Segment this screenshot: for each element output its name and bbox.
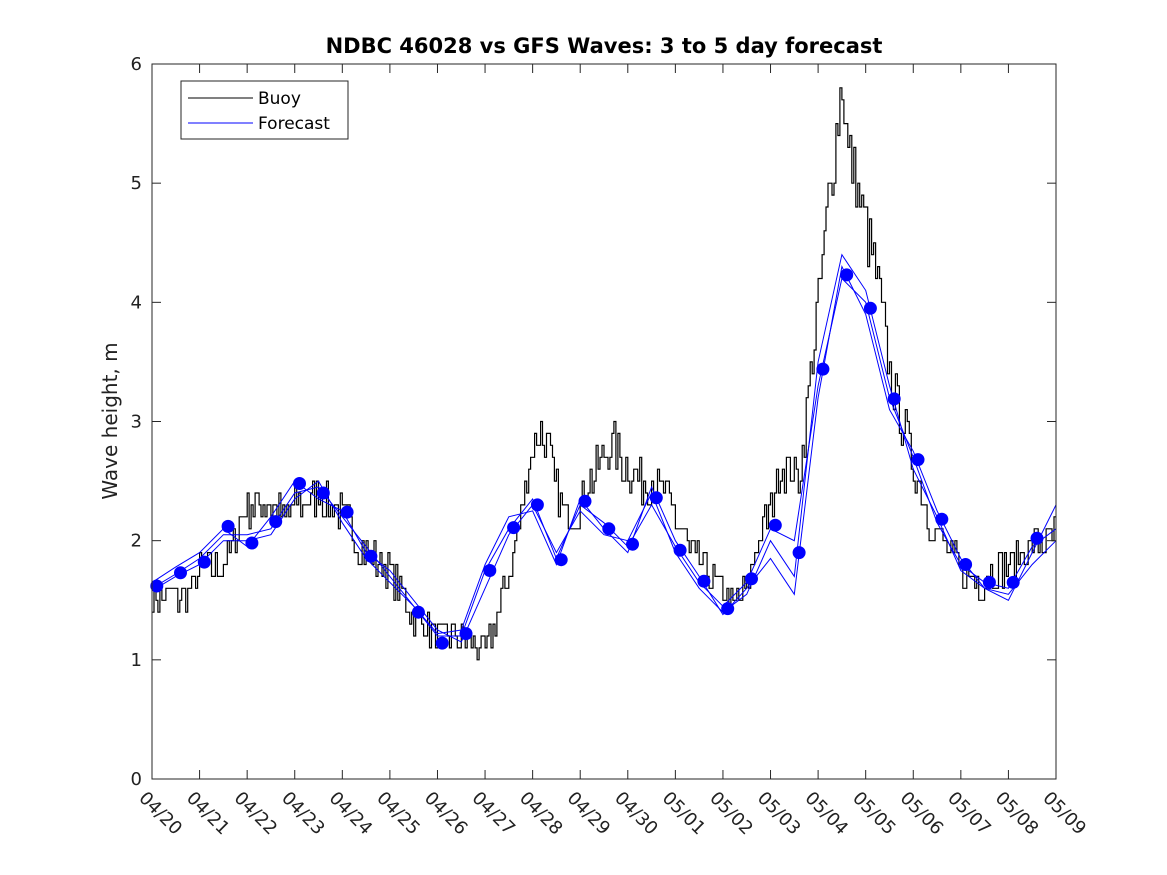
x-tick-label: 04/23 [277, 788, 329, 840]
x-tick-label: 05/05 [848, 788, 900, 840]
axes: 012345604/2004/2104/2204/2304/2404/2504/… [131, 54, 1090, 839]
forecast-marker [411, 605, 425, 619]
y-tick-label: 1 [131, 650, 142, 671]
forecast-marker [150, 579, 164, 593]
forecast-marker [197, 555, 211, 569]
legend-buoy-label: Buoy [258, 89, 301, 109]
forecast-marker [269, 515, 283, 529]
y-tick-label: 6 [131, 54, 142, 75]
forecast-marker [626, 537, 639, 551]
y-tick-label: 4 [131, 292, 142, 313]
forecast-marker [245, 536, 259, 550]
x-tick-label: 05/08 [991, 788, 1043, 840]
forecast-marker [530, 498, 544, 512]
forecast-marker [1006, 575, 1020, 589]
x-tick-label: 04/22 [230, 788, 282, 840]
x-tick-label: 05/09 [1038, 788, 1090, 840]
x-tick-label: 04/27 [468, 788, 520, 840]
forecast-marker [507, 521, 521, 535]
plot-area [150, 87, 1057, 661]
forecast-marker [602, 522, 616, 536]
y-axis-label: Wave height, m [98, 342, 122, 499]
legend-box [180, 80, 349, 140]
forecast-marker [768, 518, 782, 532]
forecast-marker [221, 519, 235, 533]
legend-forecast-label: Forecast [258, 114, 330, 134]
x-tick-label: 05/02 [705, 788, 757, 840]
forecast-marker [911, 453, 925, 467]
forecast-marker [578, 494, 592, 508]
forecast-marker [816, 362, 830, 376]
x-tick-label: 04/20 [134, 788, 186, 840]
chart-title: NDBC 46028 vs GFS Waves: 3 to 5 day fore… [326, 34, 883, 58]
x-tick-label: 04/24 [325, 788, 377, 840]
forecast-marker [293, 477, 306, 490]
x-tick-label: 04/30 [610, 788, 662, 840]
forecast-marker [364, 549, 378, 563]
forecast-marker [1030, 531, 1044, 545]
legend: Buoy Forecast [180, 80, 349, 140]
y-tick-label: 3 [131, 412, 142, 433]
forecast-marker [745, 572, 758, 586]
y-tick-label: 2 [131, 531, 142, 552]
forecast-marker [340, 505, 354, 519]
forecast-marker [459, 627, 473, 641]
y-tick-label: 0 [131, 769, 142, 790]
forecast-marker [174, 566, 187, 580]
forecast-marker [959, 558, 973, 571]
forecast-marker [792, 546, 806, 560]
y-tick-label: 5 [131, 173, 142, 194]
axes-frame [151, 63, 1057, 780]
forecast-marker [887, 392, 901, 406]
x-tick-label: 04/26 [420, 788, 472, 840]
forecast-marker [483, 564, 497, 577]
forecast-marker [935, 512, 949, 526]
forecast-marker [649, 491, 663, 505]
forecast-marker [316, 486, 330, 500]
forecast-marker [840, 268, 854, 282]
x-tick-label: 05/03 [753, 788, 805, 840]
forecast-marker [554, 553, 568, 567]
buoy-series-line [152, 87, 1056, 661]
forecast-marker [673, 543, 687, 557]
forecast-marker [721, 602, 735, 616]
forecast-marker [982, 575, 996, 589]
forecast-marker [863, 301, 877, 315]
x-tick-label: 04/25 [372, 788, 424, 840]
x-tick-label: 05/04 [801, 788, 853, 840]
x-tick-label: 05/07 [943, 788, 995, 840]
x-tick-label: 05/01 [658, 788, 710, 840]
x-tick-label: 04/21 [182, 788, 234, 840]
forecast-marker [697, 574, 711, 588]
x-tick-label: 05/06 [896, 788, 948, 840]
x-tick-label: 04/28 [515, 788, 567, 840]
forecast-marker [435, 636, 449, 650]
x-tick-label: 04/29 [563, 788, 615, 840]
